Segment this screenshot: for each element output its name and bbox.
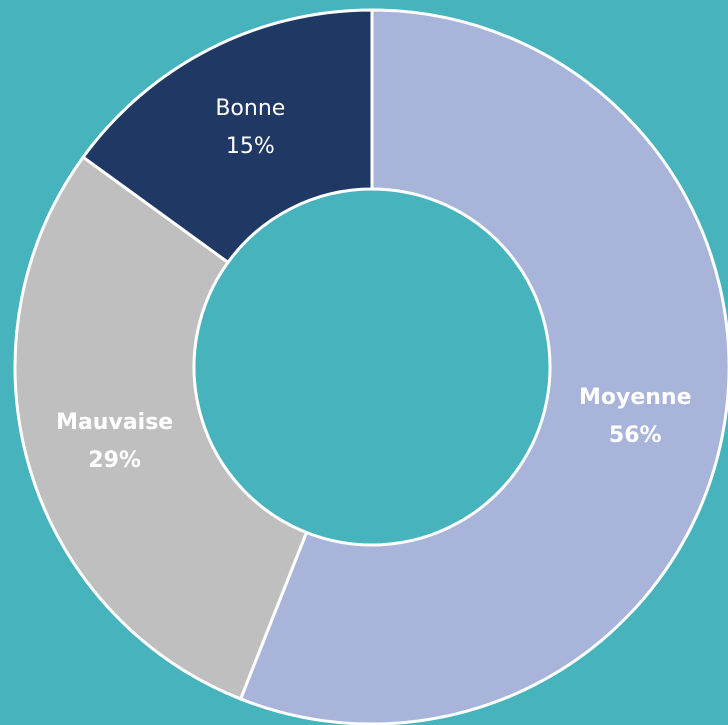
donut-slice	[13, 155, 309, 701]
slice-value-label: 56%	[609, 423, 662, 448]
slice-label: Mauvaise	[56, 410, 173, 435]
slice-value-label: 15%	[226, 134, 275, 159]
slice-label: Bonne	[215, 96, 285, 121]
slice-value-label: 29%	[88, 448, 141, 473]
donut-slice	[81, 8, 374, 265]
donut-slice	[238, 8, 728, 725]
slice-label: Moyenne	[579, 385, 692, 410]
